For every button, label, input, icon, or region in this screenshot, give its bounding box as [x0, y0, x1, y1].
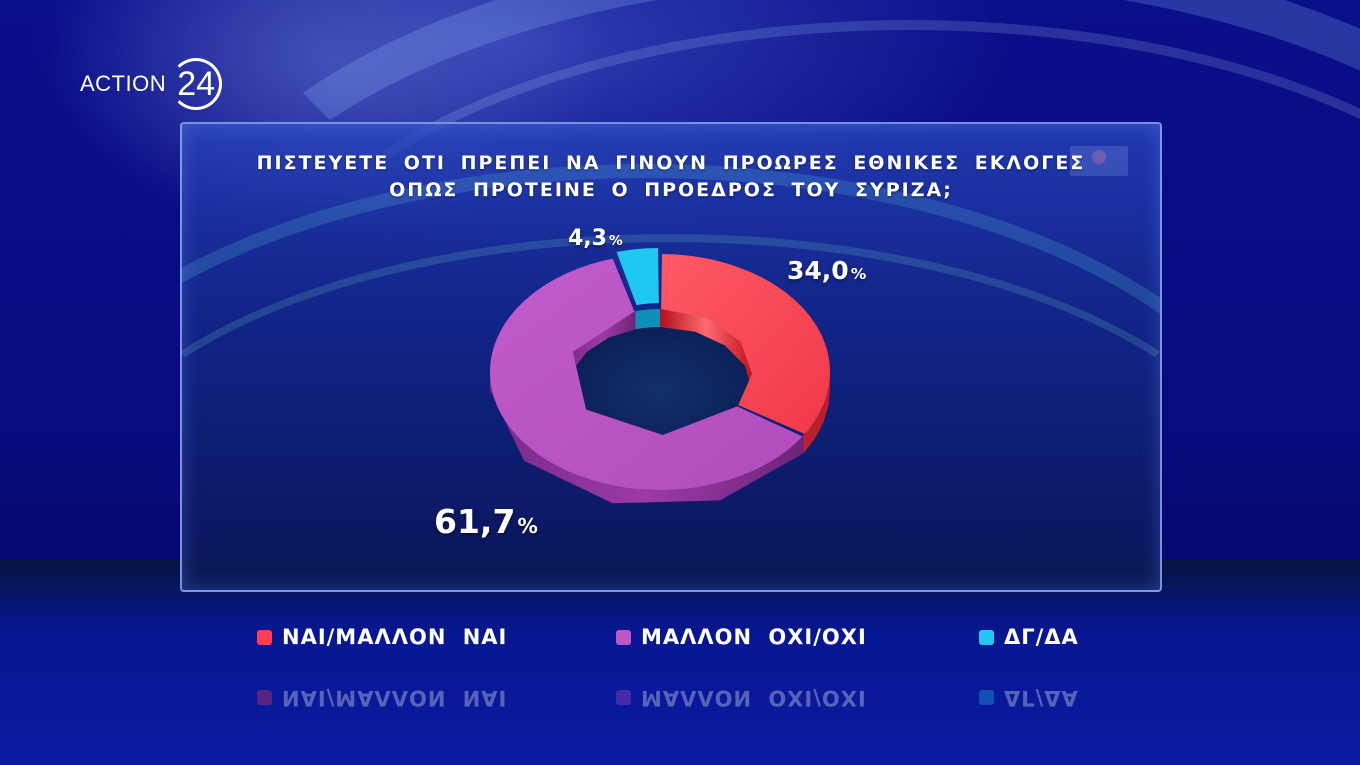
legend-item-dk: ΔΓ/ΔΑ — [979, 625, 1079, 649]
legend-swatch-red — [257, 629, 272, 645]
legend-item-no: ΜΑΛΛΟΝ ΟΧΙ/ΟΧΙ — [616, 625, 867, 649]
pollster-watermark-logo — [1070, 146, 1128, 176]
panel-swoosh — [182, 234, 1160, 590]
legend-swatch-cyan — [979, 629, 994, 645]
data-label-dk: 4,3% — [568, 226, 623, 251]
donut-inner-wall — [660, 309, 752, 390]
legend-reflection-dk: ΔΓ/ΔΑ — [979, 686, 1079, 710]
data-label-yes: 34,0% — [787, 256, 867, 285]
donut-outer-wall — [803, 372, 830, 454]
chart-title-line-1: ΠΙΣΤΕΥΕΤΕ ΟΤΙ ΠΡΕΠΕΙ ΝΑ ΓΙΝΟΥΝ ΠΡΟΩΡΕΣ Ε… — [256, 152, 1086, 174]
legend-reflection: ΝΑΙ/ΜΑΛΛΟΝ ΝΑΙ ΜΑΛΛΟΝ ΟΧΙ/ΟΧΙ ΔΓ/ΔΑ — [0, 676, 1360, 710]
legend-reflection-yes: ΝΑΙ/ΜΑΛΛΟΝ ΝΑΙ — [257, 686, 507, 710]
donut-slices — [490, 248, 830, 504]
donut-inner-wall — [568, 311, 636, 390]
data-label-no: 61,7% — [434, 502, 538, 541]
logo-number: 24 — [170, 58, 223, 110]
legend-swatch-purple — [616, 690, 631, 706]
legend-reflection-no: ΜΑΛΛΟΝ ΟΧΙ/ΟΧΙ — [616, 686, 867, 710]
donut-slice-no — [490, 258, 803, 490]
chart-legend: ΝΑΙ/ΜΑΛΛΟΝ ΝΑΙ ΜΑΛΛΟΝ ΟΧΙ/ΟΧΙ ΔΓ/ΔΑ — [0, 625, 1360, 659]
studio-floor — [0, 560, 1360, 765]
donut-slice-dk — [616, 248, 659, 306]
legend-swatch-cyan — [979, 690, 994, 706]
legend-swatch-red — [257, 690, 272, 706]
donut-inner-wall — [635, 309, 660, 330]
chart-title: ΠΙΣΤΕΥΕΤΕ ΟΤΙ ΠΡΕΠΕΙ ΝΑ ΓΙΝΟΥΝ ΠΡΟΩΡΕΣ Ε… — [182, 150, 1160, 204]
donut-slice-yes — [661, 254, 830, 434]
legend-swatch-purple — [616, 629, 631, 645]
logo-text: ACTION — [80, 71, 167, 96]
legend-item-yes: ΝΑΙ/ΜΑΛΛΟΝ ΝΑΙ — [257, 625, 507, 649]
chart-title-line-2: ΟΠΩΣ ΠΡΟΤΕΙΝΕ Ο ΠΡΟΕΔΡΟΣ ΤΟΥ ΣΥΡΙΖΑ; — [389, 179, 953, 201]
channel-logo: ACTION 24 — [80, 58, 223, 110]
